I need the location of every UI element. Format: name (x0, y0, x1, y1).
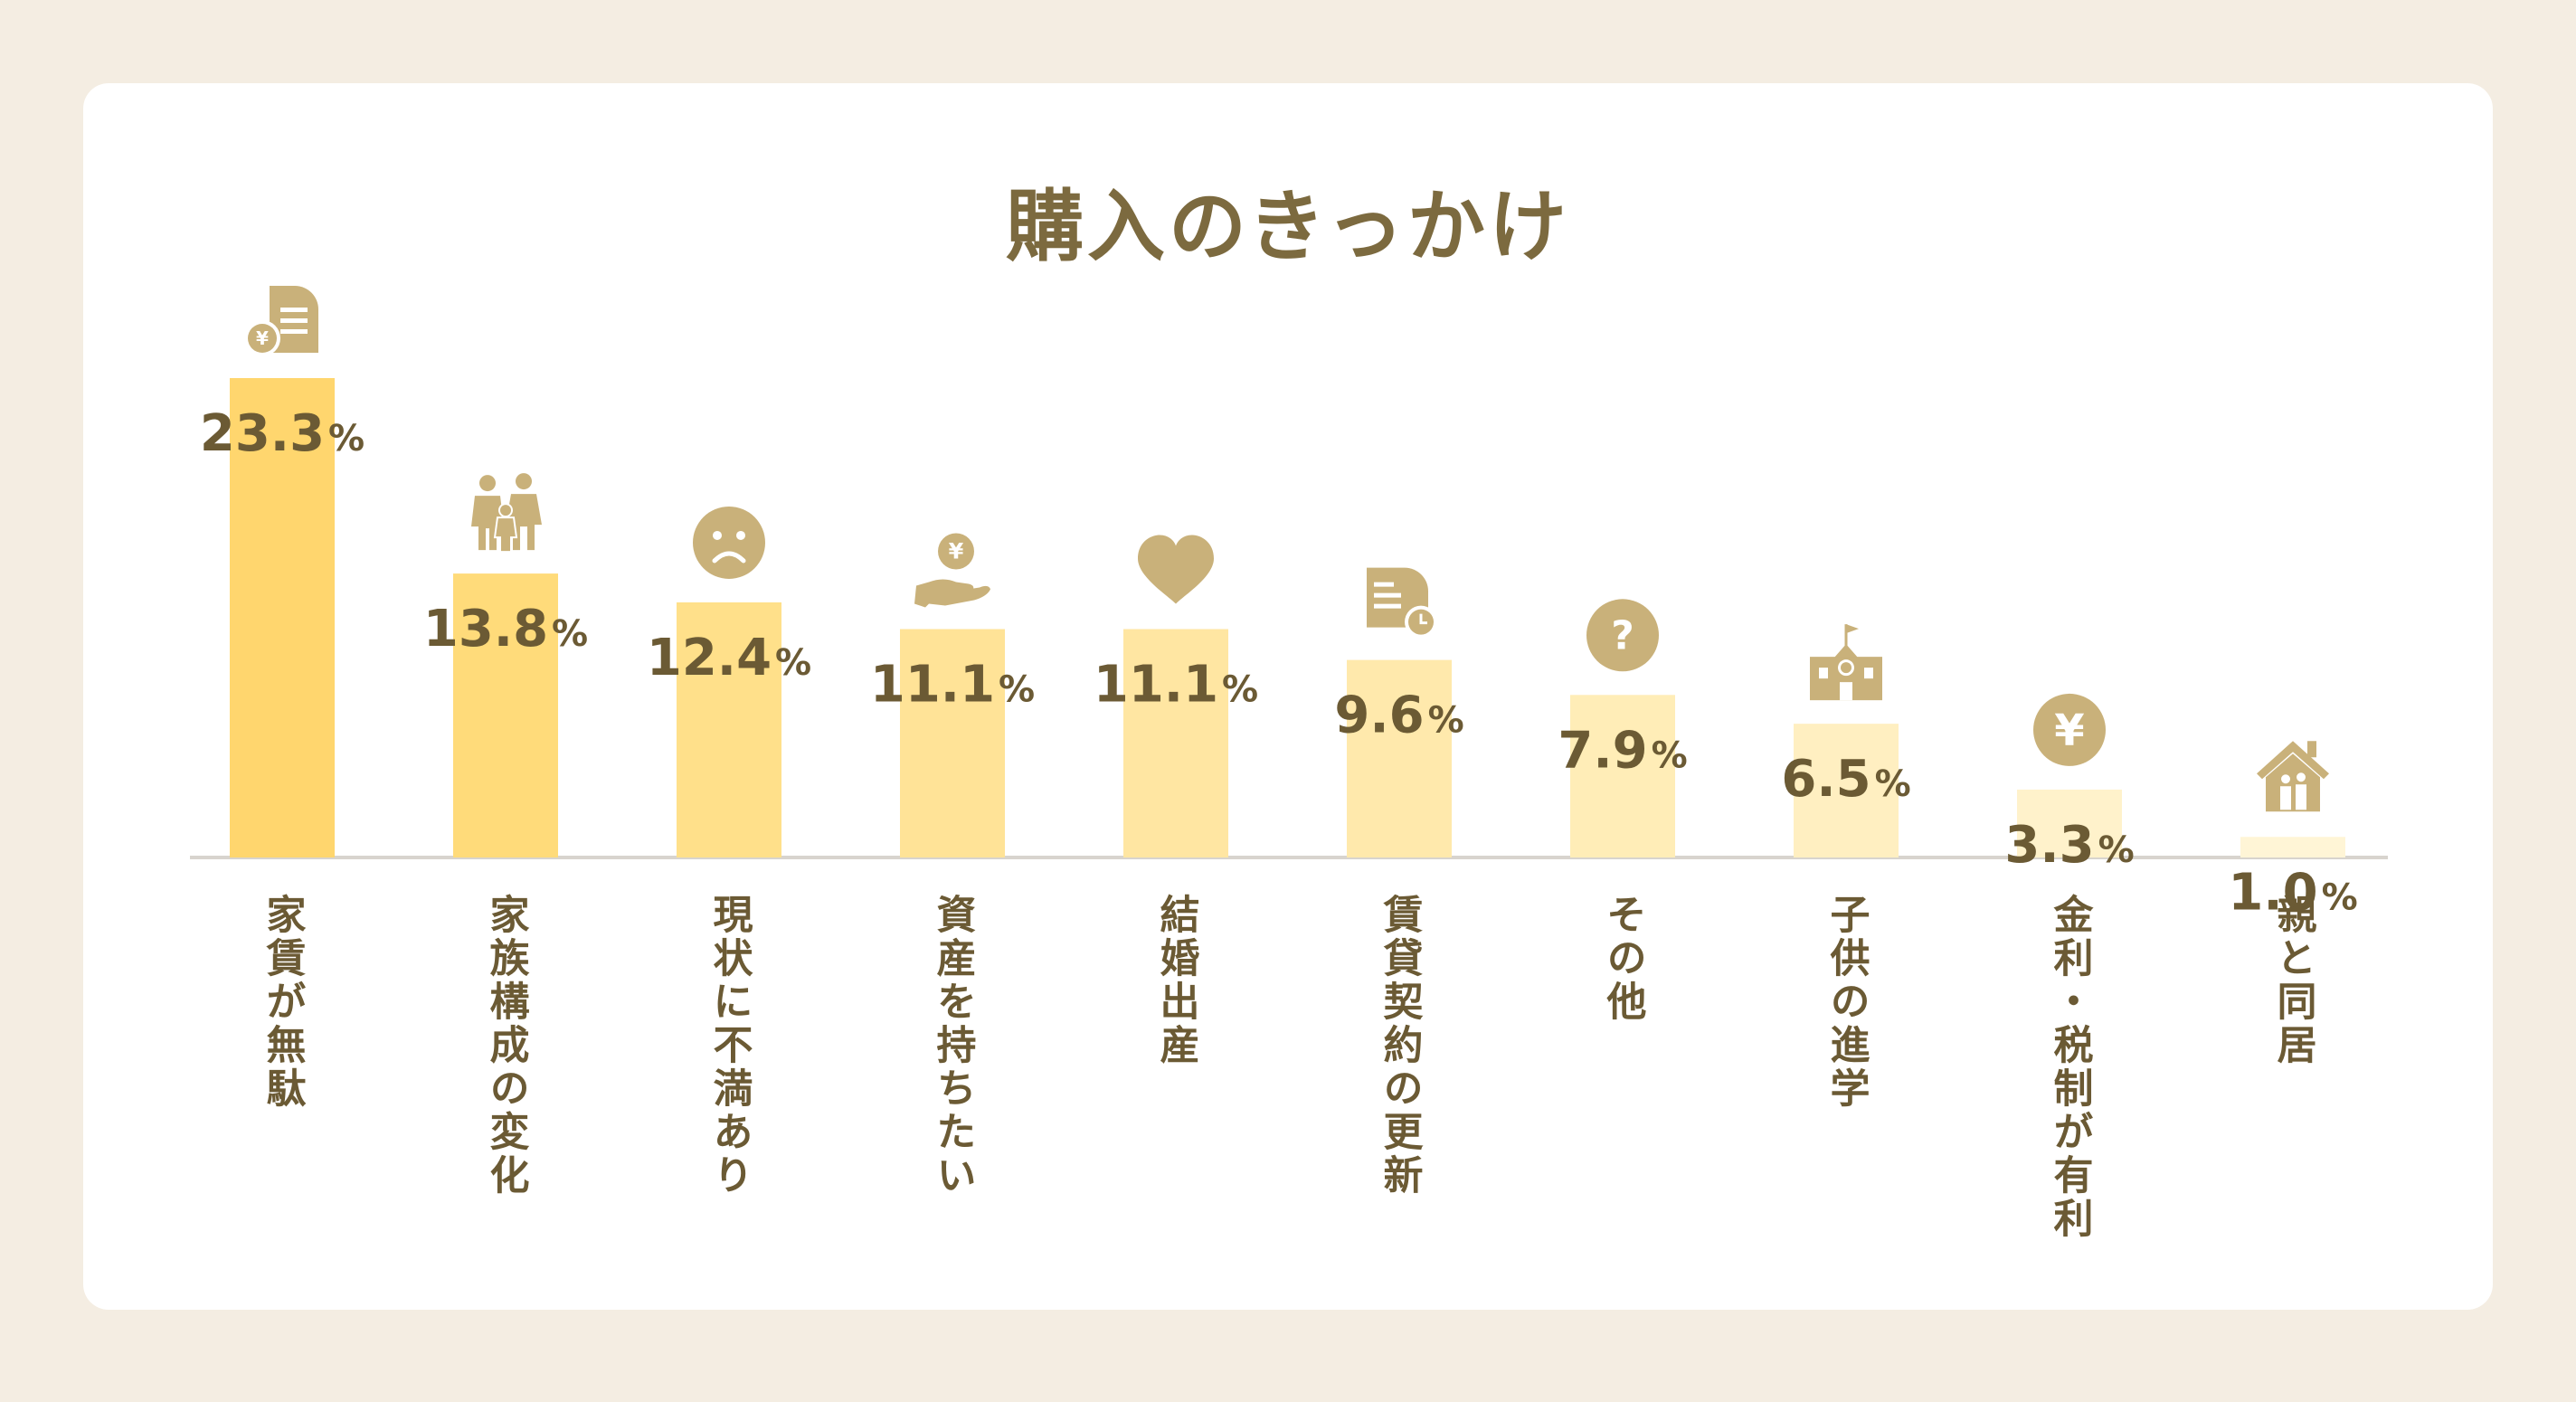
bar-value-number: 13.8 (423, 600, 548, 658)
bar-value-number: 12.4 (647, 629, 772, 687)
bar (1570, 695, 1675, 857)
bar-value-label: 23.3% (200, 404, 365, 463)
family-icon (471, 473, 542, 554)
bar-value-number: 9.6 (1334, 687, 1424, 745)
bar (1794, 724, 1899, 857)
bar-value-number: 11.1 (870, 656, 995, 715)
bar-value-unit: % (2098, 829, 2135, 871)
category-label: 家族構成の変化 (483, 894, 530, 1198)
category-label: 賃貸契約の更新 (1377, 894, 1425, 1198)
bar-value-label: 6.5% (1781, 750, 1910, 809)
bar-value-number: 1.0 (2228, 863, 2317, 922)
bar-value-label: 11.1% (870, 656, 1035, 715)
bar-value-label: 12.4% (647, 629, 811, 687)
bar-value-number: 6.5 (1781, 750, 1870, 809)
bar-value-number: 7.9 (1558, 721, 1647, 780)
yen-coin-icon: ¥ (2033, 693, 2106, 766)
bar-value-unit: % (1652, 734, 1688, 776)
heart-icon (1138, 535, 1214, 604)
bar-value-unit: % (328, 418, 365, 459)
document-yen-icon: ¥ (244, 286, 318, 356)
bar (677, 602, 781, 857)
bar-value-number: 3.3 (2004, 816, 2094, 875)
svg-text:¥: ¥ (949, 539, 964, 564)
bar-value-unit: % (999, 669, 1035, 711)
bar-value-label: 11.1% (1094, 656, 1258, 715)
bar-value-label: 7.9% (1558, 721, 1687, 780)
bar (2240, 837, 2345, 857)
category-label: 金利・税制が有利 (2047, 894, 2095, 1241)
bar (1123, 629, 1228, 857)
category-label: 資産を持ちたい (930, 894, 977, 1198)
svg-text:?: ? (1611, 612, 1634, 658)
category-label: 子供の進学 (1823, 894, 1870, 1111)
bar-value-number: 23.3 (200, 404, 325, 463)
bar (2017, 789, 2122, 857)
bar-value-number: 11.1 (1094, 656, 1218, 715)
bar (453, 573, 558, 857)
bar-value-unit: % (552, 613, 588, 655)
bar-value-label: 3.3% (2004, 816, 2134, 875)
bar-value-label: 13.8% (423, 600, 588, 658)
bar (900, 629, 1005, 857)
svg-text:¥: ¥ (256, 327, 269, 349)
bar-value-unit: % (1428, 700, 1464, 742)
chart-title: 購入のきっかけ (1006, 182, 1570, 272)
bar-value-label: 9.6% (1334, 687, 1463, 745)
sad-face-icon (693, 506, 765, 579)
school-icon (1810, 624, 1882, 701)
category-label: 現状に不満あり (706, 894, 753, 1198)
bar-value-unit: % (1875, 763, 1911, 805)
bar-value-unit: % (2322, 876, 2358, 918)
category-label: 結婚出産 (1153, 894, 1200, 1067)
category-label: その他 (1600, 894, 1648, 1024)
question-icon: ? (1586, 599, 1659, 672)
bar (230, 378, 335, 857)
hand-yen-icon: ¥ (914, 533, 990, 608)
svg-text:¥: ¥ (2054, 706, 2084, 756)
house-family-icon (2257, 741, 2329, 812)
bar (1347, 659, 1452, 857)
document-clock-icon (1367, 567, 1437, 639)
bar-value-unit: % (775, 642, 811, 684)
bar-value-unit: % (1222, 669, 1258, 711)
category-label: 親と同居 (2270, 894, 2317, 1067)
bar-value-label: 1.0% (2228, 863, 2357, 922)
category-label: 家賃が無駄 (260, 894, 308, 1111)
